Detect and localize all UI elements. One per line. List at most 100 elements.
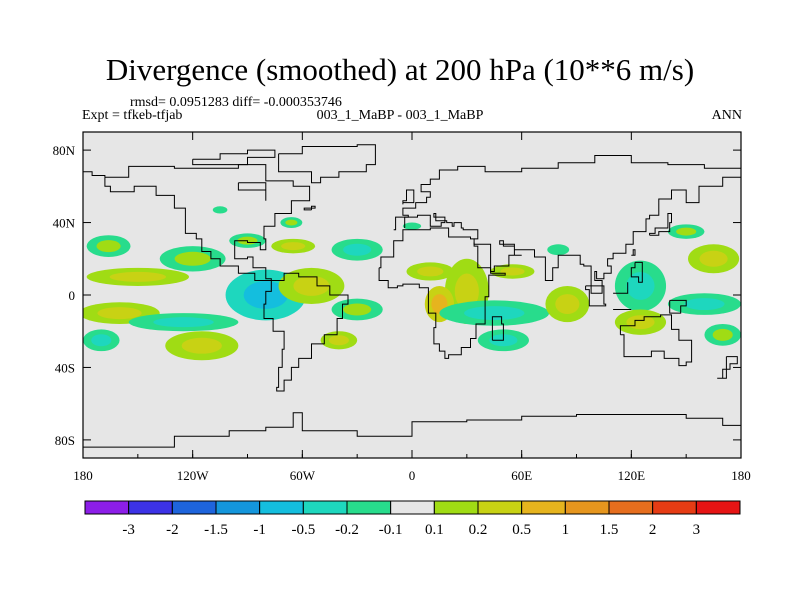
colorbar-label: 2 bbox=[649, 522, 657, 538]
contour-region-core bbox=[464, 306, 525, 321]
coastline bbox=[278, 144, 376, 184]
contour-region-core bbox=[406, 224, 418, 229]
experiment-label: Expt = tfkeb-tfjab bbox=[82, 108, 183, 123]
contour-region-core bbox=[97, 307, 142, 320]
y-tick-label: 40N bbox=[53, 216, 76, 231]
colorbar-box bbox=[564, 500, 610, 515]
coastline bbox=[192, 149, 276, 166]
coastline bbox=[237, 182, 267, 201]
coastline bbox=[393, 155, 741, 231]
contour-region-core bbox=[96, 240, 121, 253]
colorbar-label: 1.5 bbox=[600, 522, 619, 538]
coastline bbox=[585, 285, 607, 307]
contour-region-core bbox=[328, 335, 349, 346]
coastline bbox=[649, 213, 672, 236]
coastline bbox=[717, 356, 738, 379]
coastline bbox=[404, 213, 479, 240]
coastline bbox=[613, 282, 629, 294]
coastline bbox=[631, 249, 636, 256]
x-tick-label: 120E bbox=[618, 468, 646, 483]
chart-title: Divergence (smoothed) at 200 hPa (10**6 … bbox=[105, 52, 695, 87]
period-label: ANN bbox=[711, 108, 742, 123]
x-tick-label: 180 bbox=[731, 468, 751, 483]
contour-region-core bbox=[281, 242, 306, 251]
contour-region-core bbox=[343, 243, 372, 256]
coastline bbox=[491, 316, 504, 341]
colorbar-label: -2 bbox=[166, 522, 179, 538]
colorbar-box bbox=[302, 500, 348, 515]
colorbar-label: 1 bbox=[562, 522, 570, 538]
colorbar-label: 0.2 bbox=[469, 522, 488, 538]
contour-region-core bbox=[343, 303, 372, 316]
colorbar-box bbox=[608, 500, 654, 515]
contour-region-core bbox=[500, 267, 525, 276]
contour-region-core bbox=[293, 275, 330, 296]
x-tick-label: 120W bbox=[177, 468, 210, 483]
contour-region-core bbox=[626, 271, 655, 300]
colorbar-label: -1 bbox=[253, 522, 266, 538]
contour-region-core bbox=[684, 298, 725, 311]
contour-region-core bbox=[454, 273, 479, 310]
colorbar-box bbox=[521, 500, 566, 515]
colorbar-box bbox=[477, 500, 523, 515]
colorbar-label: -0.1 bbox=[379, 522, 403, 538]
coastline bbox=[473, 176, 741, 294]
colorbar-label: -1.5 bbox=[204, 522, 228, 538]
contour-region-core bbox=[109, 271, 166, 282]
x-tick-label: 60E bbox=[511, 468, 532, 483]
colorbar-box bbox=[128, 500, 173, 515]
contour-region-core bbox=[181, 337, 222, 354]
contour-region-core bbox=[699, 250, 728, 267]
coastline bbox=[83, 171, 106, 178]
x-tick-label: 0 bbox=[409, 468, 416, 483]
coastline bbox=[669, 299, 687, 314]
x-tick-label: 60W bbox=[290, 468, 316, 483]
colorbar: -3 -2 -1.5 -1 -0.5 -0.2 -0.1 0.1 0.2 0.5 1 1.5 2 3 bbox=[84, 500, 741, 538]
contour-region-core bbox=[626, 315, 655, 330]
coastline bbox=[83, 412, 741, 448]
y-tick-label: 40S bbox=[55, 360, 75, 375]
y-tick-label: 80N bbox=[53, 143, 76, 158]
colorbar-label: -0.5 bbox=[291, 522, 315, 538]
colorbar-box bbox=[259, 500, 304, 515]
colorbar-label: -3 bbox=[122, 522, 135, 538]
colorbar-label: 0.1 bbox=[425, 522, 444, 538]
x-axis: 180 120W 60W 0 60E 120E 180 bbox=[73, 132, 751, 483]
colorbar-box bbox=[652, 500, 697, 515]
contour-region-core bbox=[174, 251, 211, 266]
y-tick-label: 80S bbox=[55, 433, 75, 448]
colorbar-box bbox=[390, 500, 435, 515]
coastline bbox=[263, 272, 349, 392]
coastline bbox=[303, 205, 316, 211]
contour-region-core bbox=[552, 246, 565, 253]
stats-line: rmsd= 0.0951283 diff= -0.000353746 bbox=[130, 95, 342, 110]
colorbar-box bbox=[433, 500, 479, 515]
colorbar-label: 3 bbox=[693, 522, 701, 538]
colorbar-box bbox=[84, 500, 130, 515]
coastline bbox=[402, 189, 415, 205]
contour-region-core bbox=[417, 266, 444, 277]
contour-region-core bbox=[216, 207, 225, 212]
contour-region-core bbox=[285, 219, 298, 226]
colorbar-box bbox=[346, 500, 392, 515]
contour-region-core bbox=[712, 328, 733, 341]
coastline bbox=[378, 227, 506, 359]
coastline bbox=[104, 164, 311, 281]
coastline bbox=[630, 261, 643, 283]
colorbar-label: -0.2 bbox=[335, 522, 359, 538]
contour-region-core bbox=[153, 317, 214, 328]
contour-region-core bbox=[91, 334, 112, 347]
y-tick-label: 0 bbox=[69, 288, 76, 303]
y-axis: 80N 40N 0 40S 80S bbox=[53, 143, 741, 448]
colorbar-box bbox=[171, 500, 217, 515]
colorbar-label: 0.5 bbox=[512, 522, 531, 538]
cases-label: 003_1_MaBP - 003_1_MaBP bbox=[316, 108, 484, 123]
contour-fill-layer bbox=[83, 132, 741, 458]
colorbar-box bbox=[215, 500, 261, 515]
coastline bbox=[619, 314, 693, 367]
colorbar-box bbox=[695, 500, 741, 515]
contour-region-core bbox=[555, 294, 580, 315]
contour-region-core bbox=[676, 227, 697, 236]
x-tick-label: 180 bbox=[73, 468, 93, 483]
